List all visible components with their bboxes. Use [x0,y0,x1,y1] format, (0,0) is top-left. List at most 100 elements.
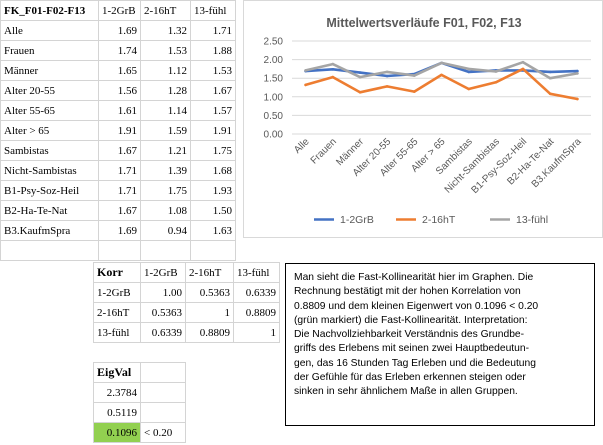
data-point[interactable] [576,69,579,73]
row-label-cell[interactable]: 1-2GrB [93,282,141,303]
value-cell[interactable]: 1.75 [140,180,191,201]
header-cell[interactable]: FK_F01-F02-F13 [0,0,99,21]
data-point[interactable] [331,62,335,66]
data-point[interactable] [413,74,416,77]
data-point[interactable] [358,91,362,94]
value-cell[interactable]: 1.08 [140,200,191,221]
data-point[interactable] [548,76,552,80]
empty-cell[interactable] [140,362,186,383]
data-point[interactable] [548,70,552,74]
value-cell[interactable]: 1.53 [190,60,236,81]
legend-item[interactable]: 2-16hT [396,214,456,226]
value-cell[interactable]: 1.68 [190,160,236,181]
data-point[interactable] [494,70,498,73]
row-label-cell[interactable]: 13-fühl [93,322,141,343]
value-cell[interactable]: 1.69 [98,20,141,41]
value-cell[interactable]: 1.50 [190,200,236,221]
data-point[interactable] [385,70,389,74]
value-cell[interactable]: 1.14 [140,100,191,121]
value-cell[interactable]: 1.67 [98,200,141,221]
row-label-cell[interactable]: Frauen [0,40,99,61]
value-cell[interactable]: 1.21 [140,140,191,161]
value-cell[interactable]: 1.56 [98,80,141,101]
value-cell[interactable]: 1.67 [98,140,141,161]
value-cell[interactable]: 1 [233,322,280,343]
row-label-cell[interactable]: Nicht-Sambistas [0,160,99,181]
header-cell[interactable]: 2-16hT [185,262,234,283]
row-label-cell[interactable]: Alter > 65 [0,120,99,141]
data-point[interactable] [385,85,389,88]
header-cell[interactable]: 2-16hT [140,0,191,21]
empty-cell[interactable] [140,240,191,261]
value-cell[interactable]: 1.63 [190,220,236,241]
empty-cell[interactable] [140,402,186,423]
data-point[interactable] [576,97,579,101]
value-cell[interactable]: 1.61 [98,100,141,121]
row-label-cell[interactable]: 2-16hT [93,302,141,323]
data-point[interactable] [304,69,307,72]
value-cell[interactable]: 1.88 [190,40,236,61]
row-label-cell[interactable]: B3.KaufmSpra [0,220,99,241]
data-point[interactable] [413,90,416,93]
value-cell[interactable]: 1.65 [98,60,141,81]
value-cell[interactable]: 1.74 [98,40,141,61]
data-point[interactable] [440,61,443,65]
data-point[interactable] [494,81,498,84]
header-cell[interactable]: 1-2GrB [98,0,141,21]
header-cell[interactable]: 1-2GrB [140,262,186,283]
value-cell[interactable]: 1.71 [190,20,236,41]
empty-cell[interactable] [98,240,141,261]
value-cell[interactable]: 1.32 [140,20,191,41]
data-point[interactable] [440,73,443,77]
value-cell[interactable]: 1.39 [140,160,191,181]
data-point[interactable] [358,71,362,74]
value-cell[interactable]: 1.69 [98,220,141,241]
value-cell[interactable]: 1.57 [190,100,236,121]
value-cell[interactable]: 1.12 [140,60,191,81]
data-point[interactable] [521,67,525,71]
value-cell[interactable]: 1.59 [140,120,191,141]
value-cell[interactable]: 1.91 [190,120,236,141]
data-point[interactable] [331,68,335,71]
empty-cell[interactable] [140,382,186,403]
row-label-cell[interactable]: Männer [0,60,99,81]
value-cell[interactable]: 1 [185,302,234,323]
header-cell[interactable]: 13-fühl [233,262,280,283]
eigenvalue-cell-highlighted[interactable]: 0.1096 [93,422,141,443]
data-point[interactable] [576,72,579,75]
data-point[interactable] [467,67,470,71]
data-point[interactable] [385,74,389,78]
row-label-cell[interactable]: Sambistas [0,140,99,161]
value-cell[interactable]: 1.93 [190,180,236,201]
row-label-cell[interactable]: Alle [0,20,99,41]
value-cell[interactable]: 1.67 [190,80,236,101]
value-cell[interactable]: 0.6339 [140,322,186,343]
data-point[interactable] [467,70,470,74]
data-point[interactable] [358,75,362,79]
value-cell[interactable]: 0.8809 [185,322,234,343]
value-cell[interactable]: 0.6339 [233,282,280,303]
value-cell[interactable]: 0.5363 [140,302,186,323]
value-cell[interactable]: 1.91 [98,120,141,141]
eigenvalue-cell[interactable]: 2.3784 [93,382,141,403]
row-label-cell[interactable]: B2-Ha-Te-Nat [0,200,99,221]
value-cell[interactable]: 0.94 [140,220,191,241]
value-cell[interactable]: 1.71 [98,180,141,201]
threshold-note-cell[interactable]: < 0.20 [140,422,186,443]
legend-item[interactable]: 13-fühl [490,214,548,226]
data-point[interactable] [467,87,470,91]
value-cell[interactable]: 1.53 [140,40,191,61]
value-cell[interactable]: 1.28 [140,80,191,101]
korr-title-cell[interactable]: Korr [93,262,141,283]
series-line-2-16hT[interactable] [304,67,579,101]
value-cell[interactable]: 1.75 [190,140,236,161]
row-label-cell[interactable]: B1-Psy-Soz-Heil [0,180,99,201]
value-cell[interactable]: 0.8809 [233,302,280,323]
eigenvalue-cell[interactable]: 0.5119 [93,402,141,423]
empty-cell[interactable] [190,240,236,261]
data-point[interactable] [548,92,552,96]
value-cell[interactable]: 1.71 [98,160,141,181]
row-label-cell[interactable]: Alter 55-65 [0,100,99,121]
row-label-cell[interactable]: Alter 20-55 [0,80,99,101]
value-cell[interactable]: 1.00 [140,282,186,303]
